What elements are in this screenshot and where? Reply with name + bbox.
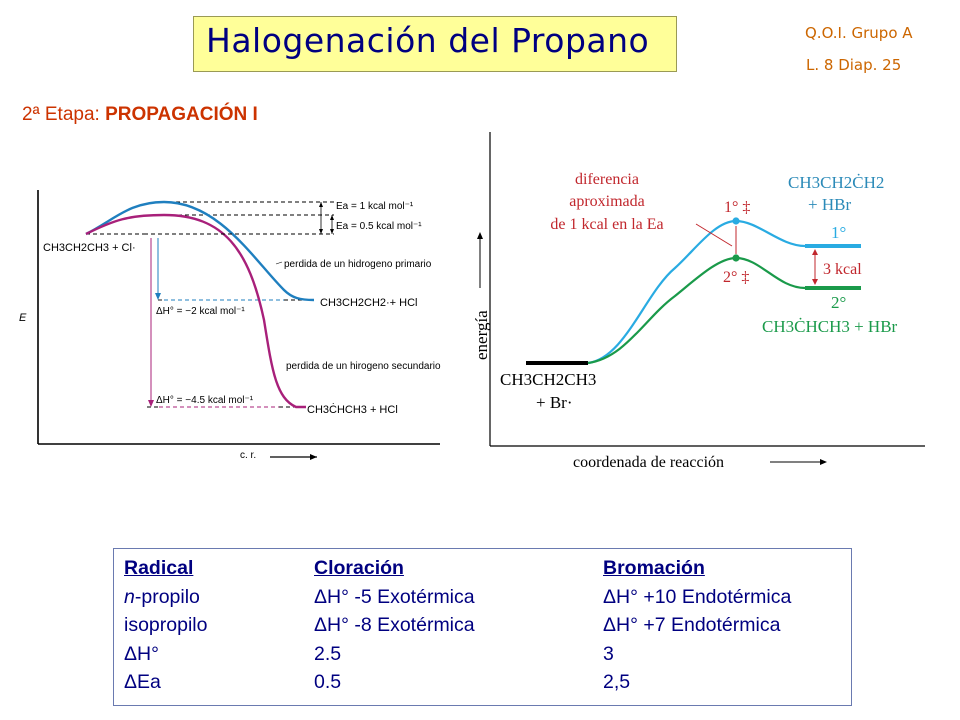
slide-title: Halogenación del Propano — [206, 21, 650, 60]
cell-radical: ΔH° — [124, 642, 159, 665]
x-axis-label: coordenada de reacción — [573, 454, 724, 471]
ea-primary-label: Ea = 1 kcal mol⁻¹ — [336, 201, 414, 212]
cell-chlorination: 0.5 — [314, 671, 342, 693]
reactants-formula: CH3CH2CH3 — [500, 370, 596, 389]
note-pointer — [695, 223, 733, 247]
cell-bromination: 2,5 — [603, 671, 631, 693]
cell-bromination: ΔH° +10 Endotérmica — [603, 585, 792, 608]
cell-chlorination: ΔH° -5 Exotérmica — [314, 585, 475, 608]
title-box: Halogenación del Propano — [193, 16, 677, 72]
primary-level-label: 1° — [831, 223, 846, 242]
header-bromination: Bromación — [603, 557, 705, 579]
secondary-path-curve — [85, 213, 306, 409]
ts-primary-label: 1° ‡ — [724, 199, 750, 216]
note-line-3: de 1 kcal en la Ea — [550, 216, 663, 233]
ts-secondary-label: 2° ‡ — [723, 269, 749, 286]
note-line-1: diferencia — [575, 171, 639, 188]
primary-product-formula: CH3CH2ĊH2 — [788, 173, 884, 192]
dh-secondary-label: ΔH° = −4.5 kcal mol⁻¹ — [156, 395, 254, 406]
cell-chlorination: 2.5 — [314, 642, 342, 665]
cell-radical: n-propilo — [124, 585, 200, 608]
primary-path-curve — [85, 200, 315, 302]
ts-secondary-dot — [732, 254, 740, 262]
secondary-product-label: CH3ĊHCH3 + HCl — [307, 403, 398, 416]
secondary-level-label: 2° — [831, 293, 846, 312]
secondary-note: perdida de un hirogeno secundario — [286, 361, 441, 372]
comparison-table: Radical Cloración Bromación n-propilo ΔH… — [113, 548, 852, 706]
y-axis-label: energía — [472, 310, 491, 360]
cell-radical: ΔEa — [124, 671, 161, 693]
bromination-energy-diagram: energía coordenada de reacción diferenci… — [472, 132, 925, 471]
secondary-path-curve — [587, 256, 806, 365]
x-axis-label: c. r. — [240, 450, 256, 461]
primary-product-label: CH3CH2CH2·+ HCl — [320, 297, 418, 309]
primary-note: perdida de un hidrogeno primario — [284, 259, 432, 270]
cell-bromination: 3 — [603, 642, 614, 665]
cell-radical: isopropilo — [124, 614, 208, 636]
slide-number: L. 8 Diap. 25 — [806, 56, 902, 74]
cell-bromination: ΔH° +7 Endotérmica — [603, 614, 781, 636]
reactants-br: + Br· — [536, 393, 573, 412]
stage-prefix: 2ª Etapa: — [22, 104, 106, 125]
y-axis-label: E — [19, 312, 27, 324]
stage-name: PROPAGACIÓN I — [105, 104, 258, 125]
header-radical: Radical — [124, 557, 194, 579]
primary-product-hbr: + HBr — [808, 195, 851, 214]
gap-label: 3 kcal — [823, 261, 862, 278]
dh-primary-label: ΔH° = −2 kcal mol⁻¹ — [156, 306, 245, 317]
chlorination-energy-diagram: E c. r. Ea = 1 kcal mol⁻¹ Ea = 0.5 kcal … — [19, 190, 441, 461]
primary-path-curve — [587, 219, 806, 365]
cell-chlorination: ΔH° -8 Exotérmica — [314, 614, 475, 636]
header-chlorination: Cloración — [314, 557, 404, 579]
stage-heading: 2ª Etapa: PROPAGACIÓN I — [22, 104, 258, 126]
note-line-2: aproximada — [569, 193, 645, 210]
secondary-product-formula: CH3ĊHCH3 + HBr — [762, 317, 898, 336]
ts-primary-dot — [732, 217, 740, 225]
course-label: Q.O.I. Grupo A — [805, 24, 913, 42]
reactants-label: CH3CH2CH3 + Cl· — [43, 242, 136, 254]
reference-dashes — [86, 201, 334, 408]
ea-secondary-label: Ea = 0.5 kcal mol⁻¹ — [336, 221, 422, 232]
